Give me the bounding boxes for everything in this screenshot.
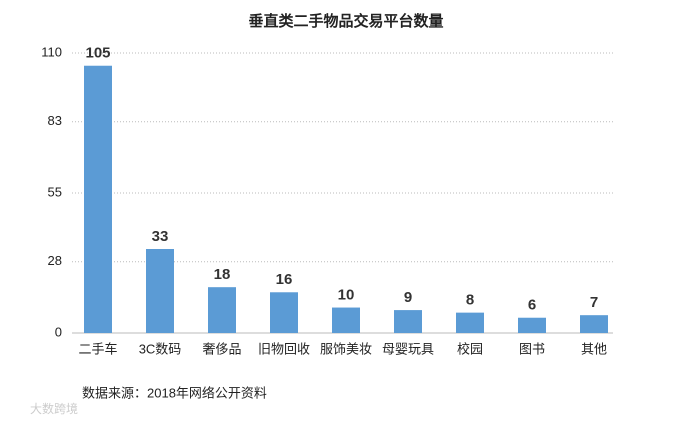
x-tick-label: 旧物回收 [258, 341, 310, 356]
x-tick-label: 3C数码 [139, 341, 182, 356]
chart-title: 垂直类二手物品交易平台数量 [248, 12, 443, 30]
bar [208, 287, 236, 333]
y-tick-label: 83 [48, 113, 62, 128]
bar [394, 310, 422, 333]
y-tick-label: 0 [55, 324, 62, 339]
bar [146, 249, 174, 333]
x-tick-label: 服饰美妆 [320, 341, 372, 356]
data-label: 18 [214, 266, 231, 283]
watermark: 大数跨境 [30, 401, 78, 416]
data-label: 105 [85, 45, 110, 62]
bar [332, 307, 360, 333]
data-label: 6 [528, 297, 536, 314]
x-tick-label: 其他 [581, 341, 607, 356]
data-label: 33 [152, 228, 169, 245]
bar [270, 292, 298, 333]
bar [84, 65, 112, 334]
data-label: 8 [466, 292, 474, 309]
source-note: 数据来源：2018年网络公开资料 [82, 385, 267, 400]
data-label: 9 [404, 289, 412, 306]
data-label: 16 [276, 271, 293, 288]
x-tick-label: 奢侈品 [202, 341, 241, 356]
bar [518, 317, 546, 333]
y-tick-label: 55 [48, 184, 62, 199]
x-tick-label: 图书 [519, 341, 545, 356]
bar [580, 315, 608, 333]
data-label: 10 [338, 287, 355, 304]
y-tick-label: 110 [41, 44, 62, 59]
x-tick-label: 二手车 [78, 341, 117, 356]
x-tick-label: 母婴玩具 [382, 341, 434, 356]
data-label: 7 [590, 294, 598, 311]
y-tick-label: 28 [48, 253, 62, 268]
bar [456, 312, 484, 333]
x-tick-label: 校园 [457, 341, 483, 356]
